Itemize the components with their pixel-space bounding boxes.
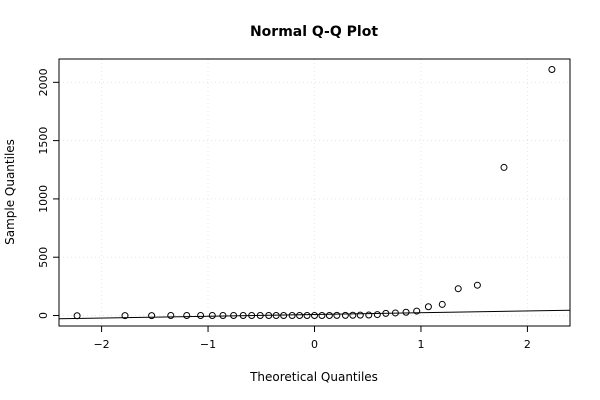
data-point [265,312,273,320]
x-axis: −2 −1 0 1 2 [93,326,531,351]
data-point [121,312,129,320]
y-tick-label: 500 [37,247,50,268]
data-point [318,312,326,320]
x-tick-label: 0 [311,338,318,351]
data-point [325,312,333,320]
data-point [454,285,462,293]
data-point [548,65,556,73]
y-tick-label: 1000 [37,185,50,213]
data-point [272,312,280,320]
data-point [239,312,247,320]
y-tick-label: 2000 [37,68,50,96]
data-point [167,312,175,320]
chart-title: Normal Q-Q Plot [250,24,378,40]
data-point [391,309,399,317]
data-point [303,312,311,320]
data-point [333,311,341,319]
y-tick-label: 1500 [37,127,50,155]
data-point [373,311,381,319]
data-point [500,163,508,171]
data-point [341,311,349,319]
data-point [219,312,227,320]
reference-line [58,309,571,320]
data-point [402,308,410,316]
y-tick-label: 0 [37,312,50,319]
data-point [424,303,432,311]
data-point [280,312,288,320]
data-point [197,312,205,320]
y-axis-label: Sample Quantiles [3,139,17,245]
data-point [356,311,364,319]
x-tick-label: 1 [417,338,424,351]
data-point [296,312,304,320]
data-point [208,312,216,320]
grid [59,59,570,326]
data-point [73,312,81,320]
data-point [148,312,156,320]
data-point [230,312,238,320]
data-point [413,307,421,315]
data-point [365,311,373,319]
data-point [382,309,390,317]
data-point [311,312,318,320]
data-point [288,312,296,320]
data-point [438,300,446,308]
x-tick-label: 2 [524,338,531,351]
x-tick-label: −1 [200,338,216,351]
data-point [256,312,264,320]
x-tick-label: −2 [93,338,109,351]
data-point [248,312,256,320]
y-axis: 0 500 1000 1500 2000 [37,68,59,319]
data-point [349,311,357,319]
data-points [73,65,556,320]
data-point [473,281,481,289]
data-point [183,312,191,320]
x-axis-label: Theoretical Quantiles [249,370,378,384]
